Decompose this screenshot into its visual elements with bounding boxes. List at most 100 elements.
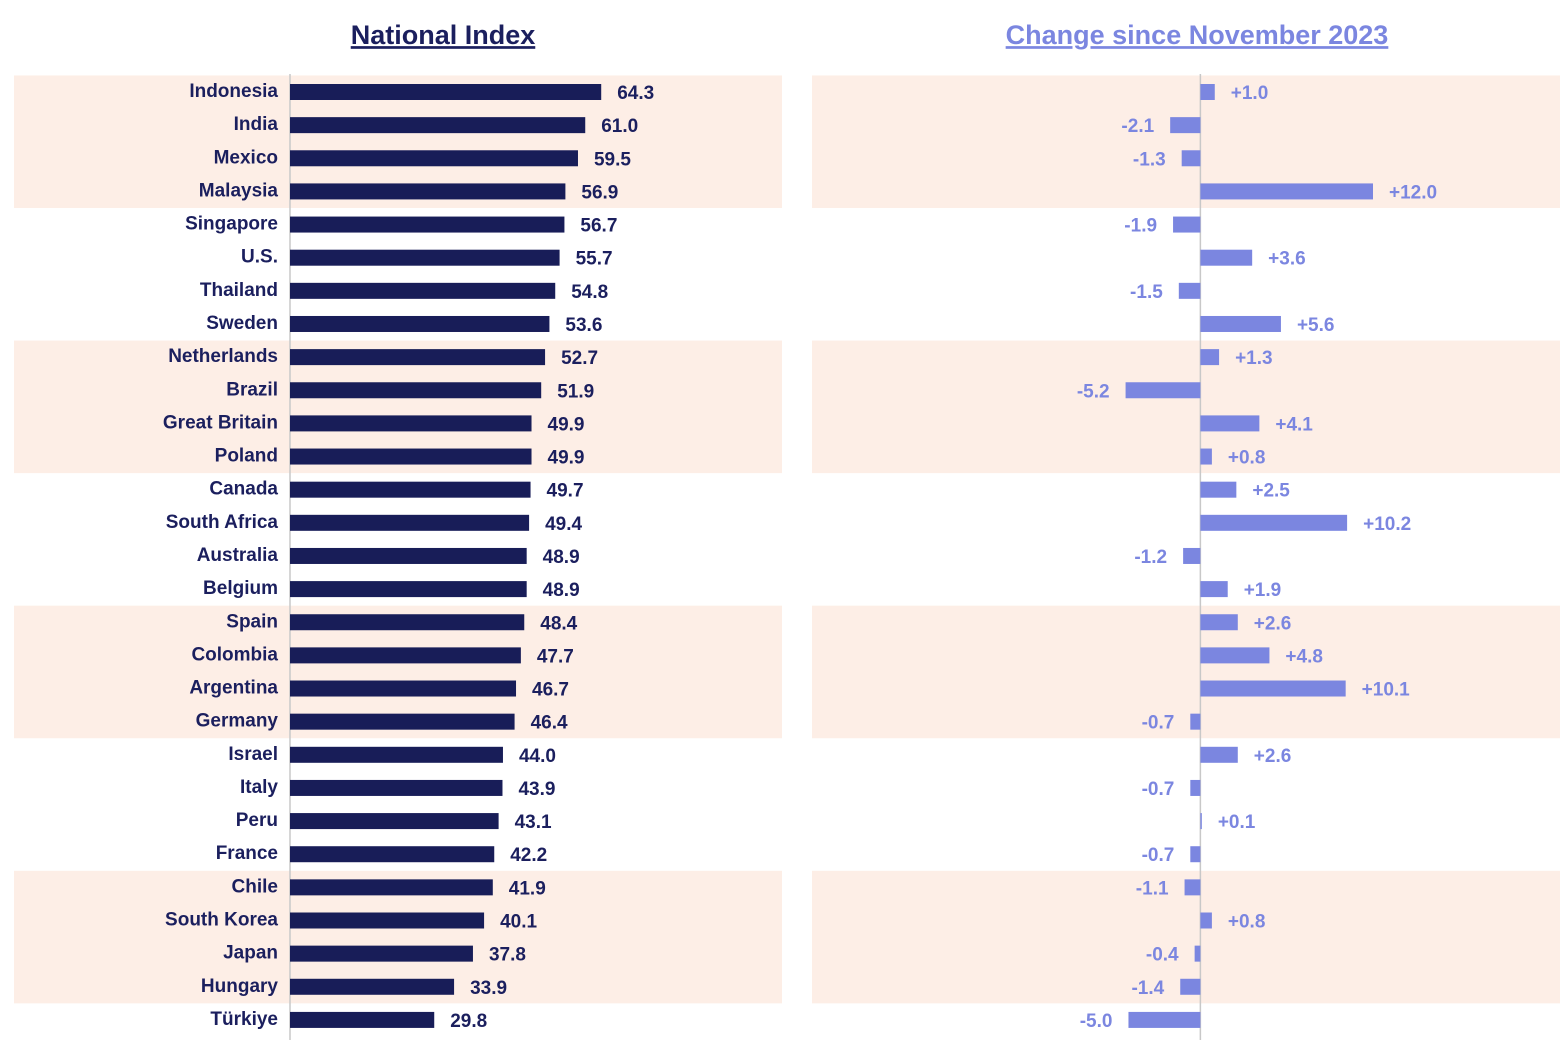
bar — [1180, 978, 1201, 995]
value-label: 51.9 — [557, 381, 594, 402]
bar — [290, 415, 532, 432]
value-label: -2.1 — [1121, 116, 1154, 137]
value-label: +10.2 — [1363, 514, 1411, 535]
y-tick-label: Israel — [228, 744, 278, 765]
bar — [1200, 249, 1253, 266]
y-tick-label: Argentina — [189, 678, 278, 699]
value-label: -0.7 — [1142, 845, 1175, 866]
bar — [1183, 547, 1201, 564]
value-label: 48.4 — [540, 613, 577, 634]
bar — [1200, 746, 1238, 763]
y-tick-label: Thailand — [200, 280, 278, 301]
bar — [290, 84, 602, 100]
value-label: 46.4 — [531, 713, 568, 734]
bar — [1181, 150, 1201, 167]
value-label: -1.5 — [1130, 282, 1163, 303]
bar — [1200, 349, 1220, 366]
y-tick-label: Spain — [226, 611, 278, 632]
value-label: +0.8 — [1228, 912, 1266, 933]
bar — [1200, 415, 1260, 432]
value-label: 42.2 — [510, 845, 547, 866]
value-label: 55.7 — [576, 249, 613, 270]
bar — [290, 481, 531, 498]
value-label: +4.8 — [1285, 646, 1323, 667]
value-label: 48.9 — [543, 547, 580, 568]
bar — [1190, 713, 1201, 730]
bar — [290, 315, 550, 332]
row-band — [812, 340, 1560, 474]
value-label: -0.4 — [1146, 945, 1179, 966]
bar — [290, 282, 556, 299]
value-label: 49.9 — [548, 414, 585, 435]
y-tick-label: Sweden — [206, 313, 278, 334]
y-tick-label: Hungary — [201, 976, 279, 997]
y-tick-label: Chile — [232, 876, 278, 897]
value-label: -1.4 — [1131, 978, 1164, 999]
chart-title: National Index — [351, 20, 536, 50]
value-label: 59.5 — [594, 149, 631, 170]
value-label: +10.1 — [1362, 680, 1411, 701]
value-label: 40.1 — [500, 912, 537, 933]
bar — [1200, 481, 1237, 498]
bar — [1200, 813, 1202, 830]
value-label: 43.1 — [515, 812, 552, 833]
value-label: 29.8 — [450, 1011, 487, 1032]
y-tick-label: Australia — [197, 545, 279, 566]
bar — [1200, 315, 1281, 332]
bar — [1170, 117, 1201, 134]
bar — [1200, 647, 1270, 664]
bar — [290, 183, 566, 200]
bar — [290, 746, 503, 763]
bar — [290, 514, 530, 531]
value-label: -0.7 — [1142, 779, 1175, 800]
bar — [1200, 514, 1348, 531]
y-tick-label: Germany — [196, 711, 279, 732]
bar — [1178, 282, 1201, 299]
value-label: +0.1 — [1218, 812, 1256, 833]
value-label: 54.8 — [571, 282, 608, 303]
value-label: -1.3 — [1133, 149, 1166, 170]
value-label: +5.6 — [1297, 315, 1335, 336]
bar — [290, 216, 565, 233]
value-label: 64.3 — [617, 83, 654, 104]
bar — [1125, 382, 1201, 399]
y-tick-label: Brazil — [226, 379, 278, 400]
value-label: +12.0 — [1389, 182, 1437, 203]
y-tick-label: France — [216, 843, 278, 864]
y-tick-label: Canada — [209, 479, 278, 500]
value-label: 49.7 — [547, 481, 584, 502]
bar — [290, 912, 485, 929]
bar — [1128, 1011, 1201, 1028]
bar — [290, 978, 455, 995]
y-tick-label: Poland — [215, 446, 278, 467]
y-tick-label: Indonesia — [189, 81, 278, 102]
value-label: 56.9 — [581, 182, 618, 203]
value-label: -1.1 — [1136, 878, 1169, 899]
bar — [290, 150, 578, 167]
y-tick-label: Peru — [236, 810, 278, 831]
bar — [290, 448, 532, 465]
value-label: +1.9 — [1244, 580, 1282, 601]
value-label: +2.6 — [1254, 746, 1292, 767]
bar — [290, 117, 586, 134]
value-label: -1.9 — [1124, 216, 1157, 237]
value-label: -0.7 — [1142, 713, 1175, 734]
value-label: 48.9 — [543, 580, 580, 601]
value-label: 61.0 — [601, 116, 638, 137]
bar — [290, 713, 515, 730]
y-tick-label: Italy — [240, 777, 278, 798]
value-label: 52.7 — [561, 348, 598, 369]
bar — [1173, 216, 1201, 233]
bar — [1200, 680, 1346, 697]
bar — [1200, 581, 1228, 598]
value-label: +2.5 — [1252, 481, 1290, 502]
value-label: 46.7 — [532, 680, 569, 701]
value-label: -5.2 — [1077, 381, 1110, 402]
bar — [290, 581, 527, 598]
y-tick-label: Japan — [223, 943, 278, 964]
y-tick-label: South Korea — [165, 910, 278, 931]
value-label: 37.8 — [489, 945, 526, 966]
bar — [290, 846, 495, 863]
bar — [290, 779, 503, 796]
bar — [1184, 879, 1201, 896]
